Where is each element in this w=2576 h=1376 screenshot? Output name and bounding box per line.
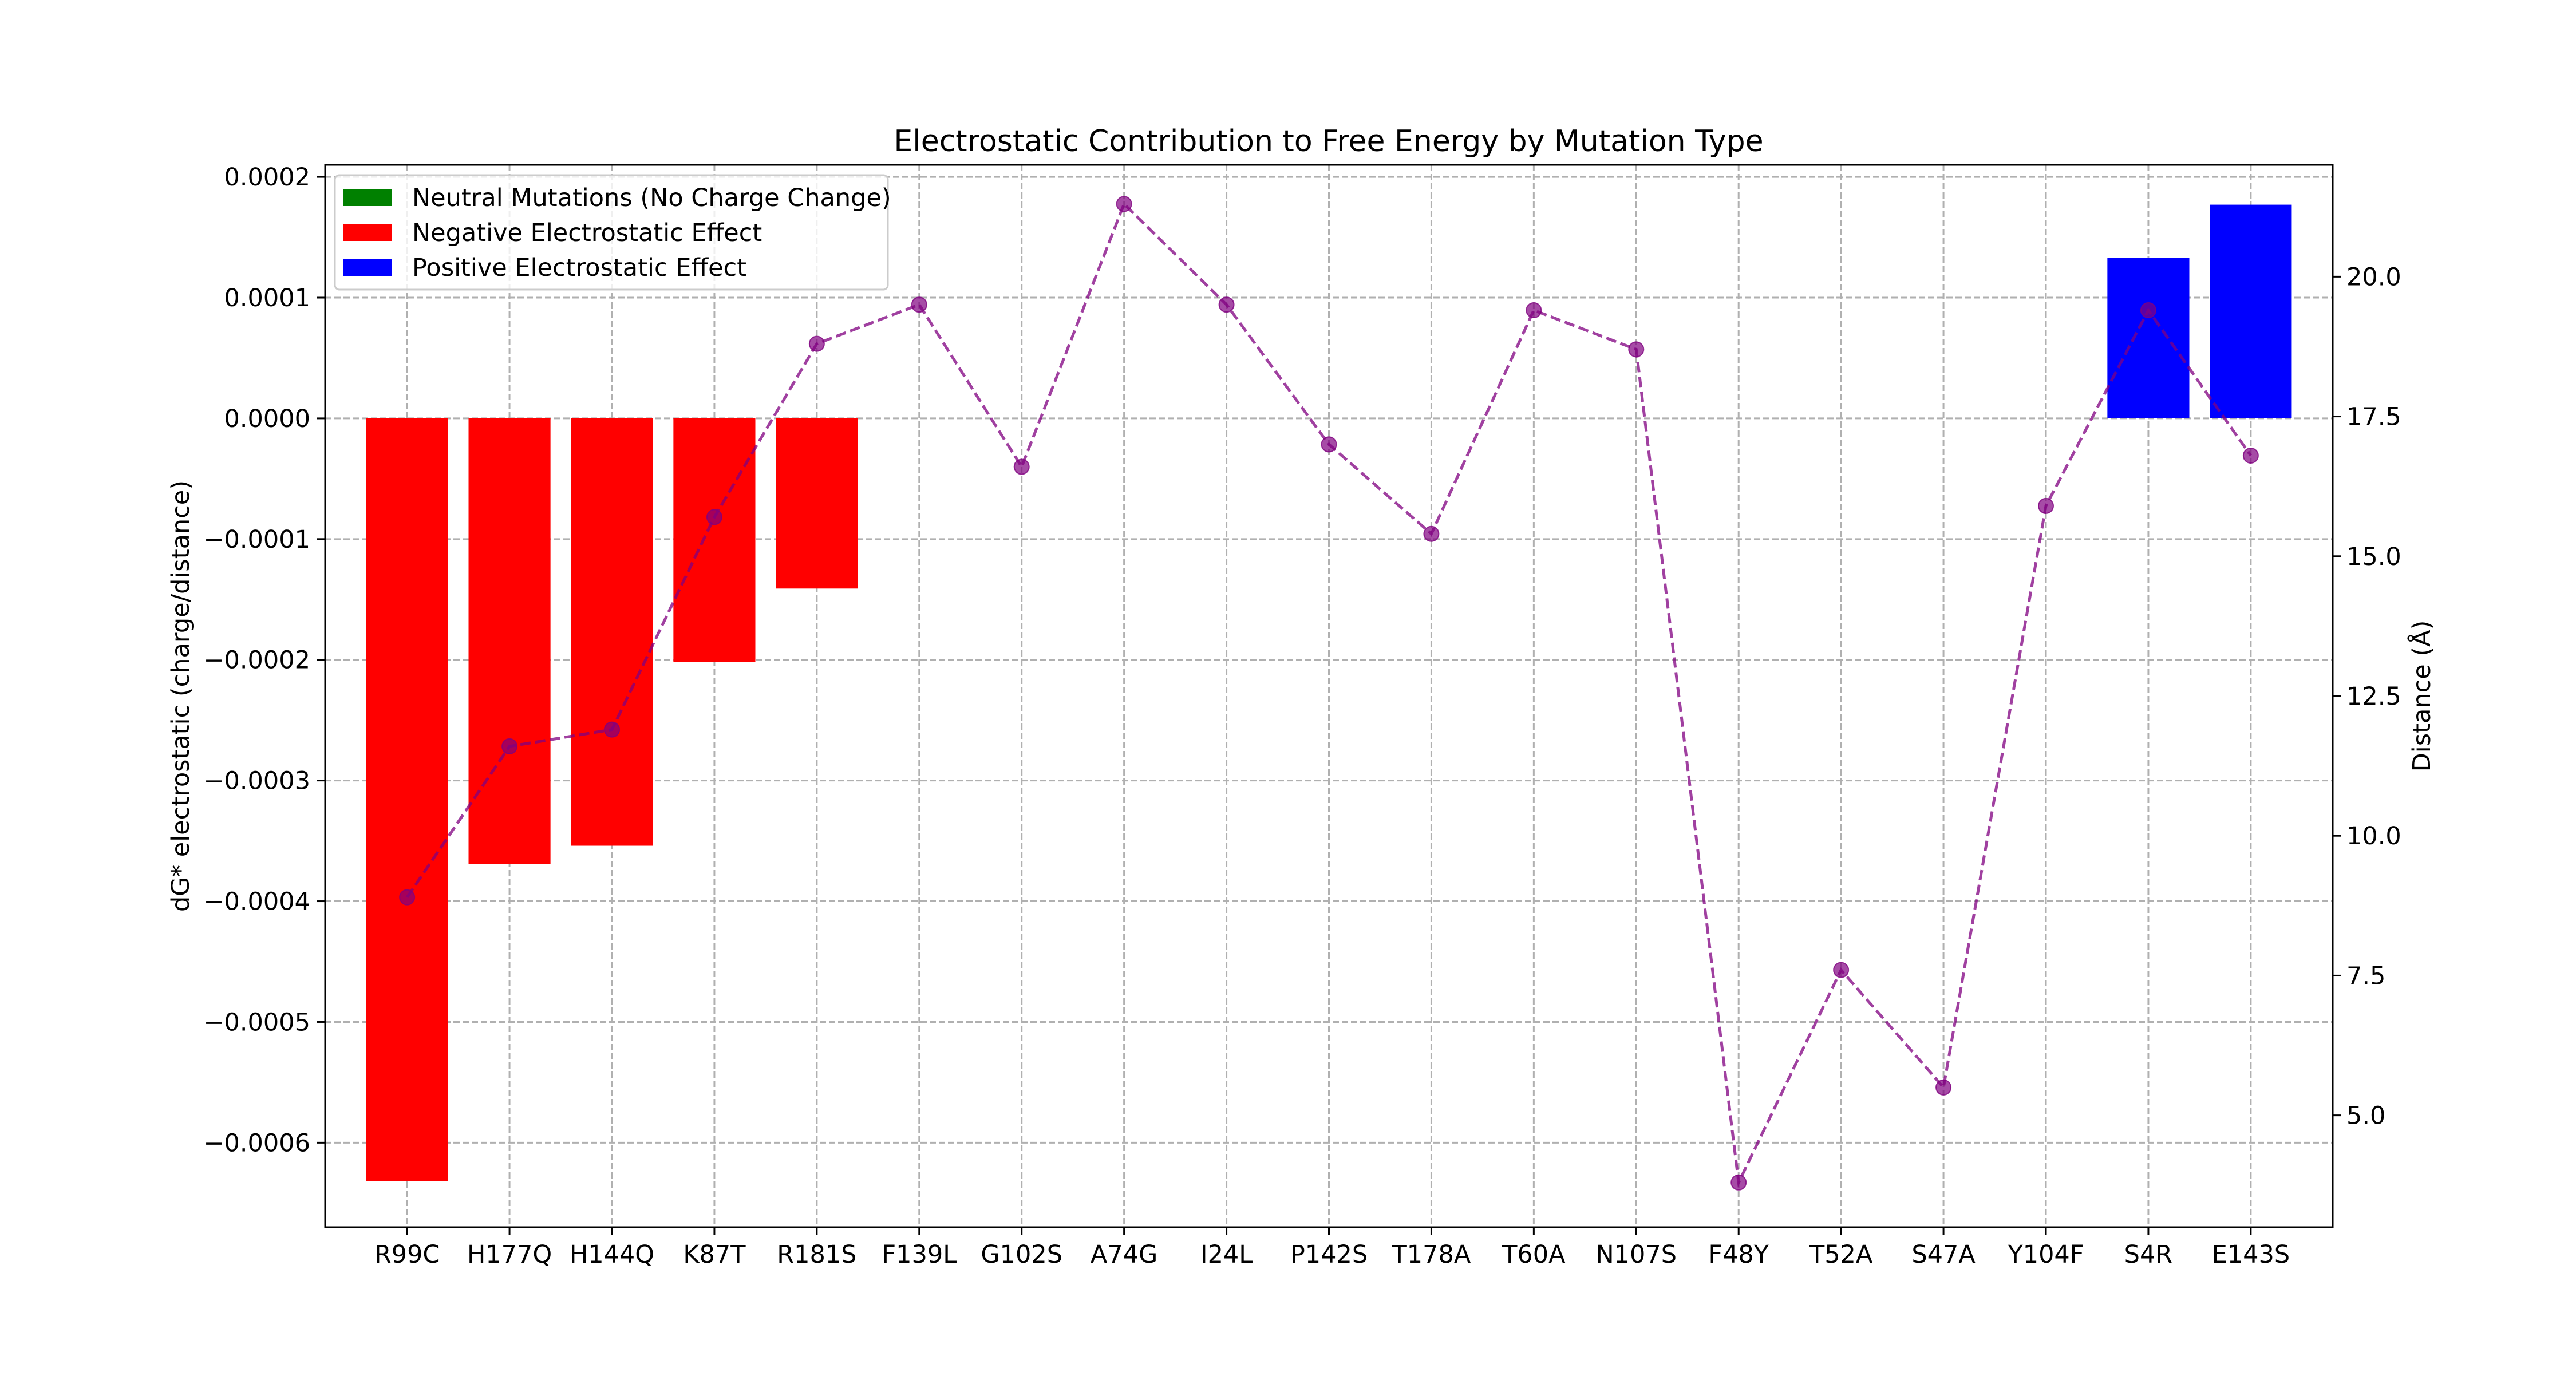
x-tick-label: H144Q xyxy=(570,1240,654,1269)
legend-label-neutral: Neutral Mutations (No Charge Change) xyxy=(412,184,891,212)
distance-point-t178a xyxy=(1423,525,1440,542)
x-axis: R99C H177Q H144Q K87T R181S F139L G102S A74G I24… xyxy=(374,1227,2290,1269)
bar-k87t xyxy=(673,418,756,662)
bars-layer xyxy=(366,204,2292,1181)
distance-point-y104f xyxy=(2038,497,2054,514)
x-tick-label: E143S xyxy=(2212,1240,2290,1269)
y-tick-label: −0.0006 xyxy=(204,1129,311,1157)
y-tick-label: −0.0002 xyxy=(204,646,311,675)
distance-point-i24l xyxy=(1218,296,1235,313)
x-tick-label: P142S xyxy=(1290,1240,1368,1269)
distance-point-h144q xyxy=(604,721,620,738)
y-tick-label: −0.0001 xyxy=(204,525,311,554)
legend-swatch-negative xyxy=(343,224,392,241)
y2-tick-label: 20.0 xyxy=(2346,263,2401,291)
grid-layer xyxy=(325,165,2333,1227)
bar-s4r xyxy=(2107,258,2190,418)
x-tick-label: Y104F xyxy=(2007,1240,2084,1269)
legend: Neutral Mutations (No Charge Change) Neg… xyxy=(334,174,891,291)
distance-point-r99c xyxy=(399,889,416,906)
x-tick-label: T52A xyxy=(1809,1240,1873,1269)
y2-tick-label: 12.5 xyxy=(2346,682,2401,711)
x-tick-label: F48Y xyxy=(1708,1240,1769,1269)
y2-tick-label: 5.0 xyxy=(2346,1102,2385,1130)
y2-tick-label: 7.5 xyxy=(2346,962,2385,990)
x-tick-label: T178A xyxy=(1392,1240,1471,1269)
y-tick-label: 0.0001 xyxy=(224,284,310,313)
y-tick-label: 0.0000 xyxy=(224,405,310,433)
distance-point-h177q xyxy=(501,738,518,754)
y2-tick-label: 17.5 xyxy=(2346,403,2401,432)
distance-line-layer xyxy=(399,196,2259,1191)
legend-swatch-positive xyxy=(343,259,392,276)
bar-h177q xyxy=(468,418,551,864)
x-tick-label: N107S xyxy=(1596,1240,1677,1269)
right-axis: 5.0 7.5 10.0 12.5 15.0 17.5 20.0 xyxy=(2333,263,2401,1130)
distance-point-f48y xyxy=(1730,1174,1747,1191)
distance-point-s4r xyxy=(2140,302,2156,318)
bar-r99c xyxy=(366,418,448,1181)
distance-point-s47a xyxy=(1935,1079,1952,1096)
distance-point-a74g xyxy=(1116,196,1132,212)
distance-point-r181s xyxy=(808,335,825,352)
legend-swatch-neutral xyxy=(343,189,392,206)
distance-point-p142s xyxy=(1321,436,1337,453)
distance-point-g102s xyxy=(1013,458,1030,475)
distance-point-t52a xyxy=(1833,962,1850,978)
x-tick-label: R181S xyxy=(777,1240,856,1269)
x-tick-label: T60A xyxy=(1502,1240,1566,1269)
bar-r181s xyxy=(776,418,858,589)
y2-tick-label: 10.0 xyxy=(2346,822,2401,851)
x-tick-label: S4R xyxy=(2124,1240,2173,1269)
bar-h144q xyxy=(571,418,653,846)
y2-axis-label: Distance (Å) xyxy=(2407,620,2436,772)
x-tick-label: S47A xyxy=(1911,1240,1976,1269)
x-tick-label: K87T xyxy=(683,1240,746,1269)
x-tick-label: R99C xyxy=(374,1240,440,1269)
distance-point-t60a xyxy=(1526,302,1542,318)
chart-title: Electrostatic Contribution to Free Energ… xyxy=(894,124,1763,159)
y2-tick-label: 15.0 xyxy=(2346,543,2401,571)
x-tick-label: G102S xyxy=(981,1240,1062,1269)
y-tick-label: 0.0002 xyxy=(224,163,310,192)
legend-label-negative: Negative Electrostatic Effect xyxy=(412,219,762,247)
x-tick-label: F139L xyxy=(882,1240,957,1269)
y-axis-label: dG* electrostatic (charge/distance) xyxy=(167,480,195,912)
legend-label-positive: Positive Electrostatic Effect xyxy=(412,254,746,282)
y-tick-label: −0.0004 xyxy=(204,888,311,916)
y-tick-label: −0.0005 xyxy=(204,1008,311,1037)
distance-point-k87t xyxy=(706,509,722,525)
distance-point-f139l xyxy=(911,296,927,313)
left-axis: 0.0002 0.0001 0.0000 −0.0001 −0.0002 −0.0003 −… xyxy=(204,163,325,1157)
x-tick-label: A74G xyxy=(1091,1240,1157,1269)
y-tick-label: −0.0003 xyxy=(204,767,311,796)
distance-point-n107s xyxy=(1628,341,1645,358)
bar-e143s xyxy=(2210,204,2292,418)
legend-frame xyxy=(334,174,889,291)
x-tick-label: I24L xyxy=(1200,1240,1253,1269)
distance-point-e143s xyxy=(2242,447,2259,464)
x-tick-label: H177Q xyxy=(467,1240,552,1269)
